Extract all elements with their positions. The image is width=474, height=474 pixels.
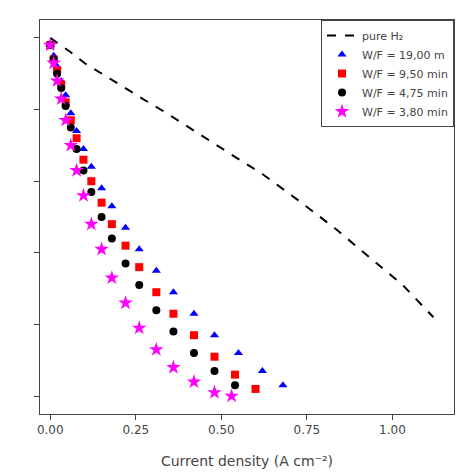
svg-text:W/F = 4,75 min: W/F = 4,75 min [362,87,448,100]
svg-text:pure H₂: pure H₂ [362,30,403,43]
svg-text:0.75: 0.75 [294,423,321,437]
svg-text:W/F = 9,50 min: W/F = 9,50 min [362,68,448,81]
svg-text:0.00: 0.00 [37,423,64,437]
svg-text:W/F = 19,00 m: W/F = 19,00 m [362,49,445,62]
svg-text:0.50: 0.50 [208,423,235,437]
svg-text:W/F = 3,80 min: W/F = 3,80 min [362,106,448,119]
svg-text:1.00: 1.00 [379,423,406,437]
svg-text:0.25: 0.25 [122,423,149,437]
svg-text:Current density (A cm⁻²): Current density (A cm⁻²) [161,453,333,469]
